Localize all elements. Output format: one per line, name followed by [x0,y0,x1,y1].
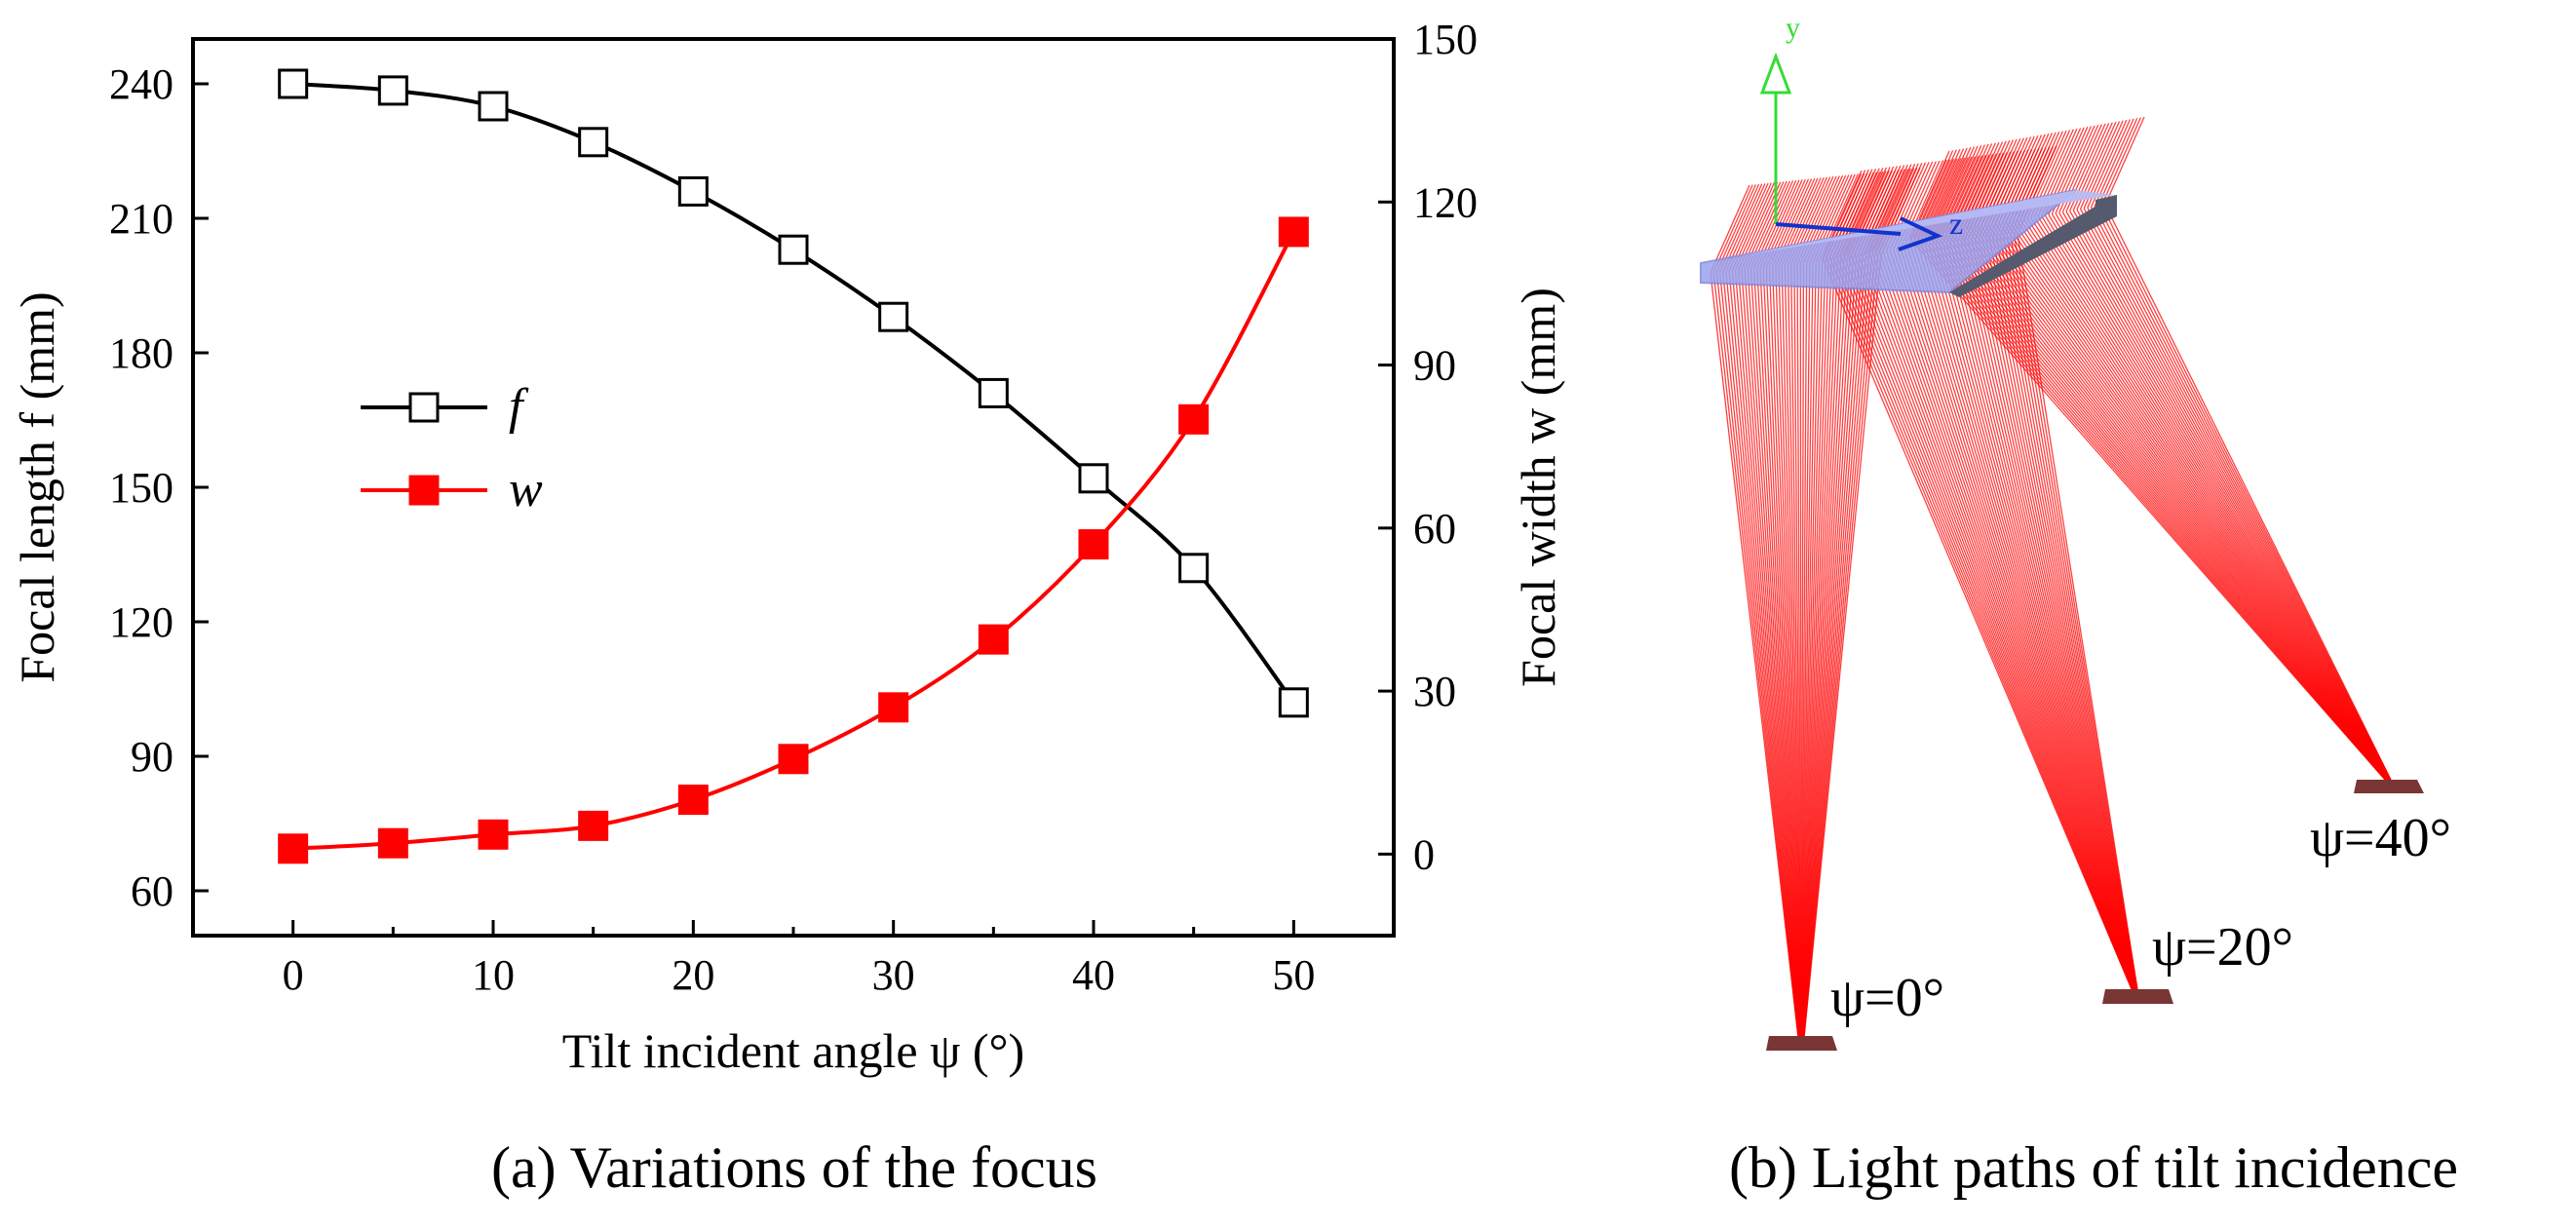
data-point-w [978,624,1009,655]
legend-label-w: w [509,462,543,518]
x-tick-label: 20 [672,951,714,999]
coordinate-axes: y z [1759,12,1963,251]
x-tick-label: 0 [283,951,304,999]
y-right-axis-ticks: 0 30 60 90 120 150 [1378,16,1478,878]
lens [1700,189,2117,297]
y-tick-label: 150 [109,464,173,512]
legend-marker-w [408,475,440,506]
receiver-40deg [2354,780,2424,793]
data-point-f [1278,687,1309,718]
y2-tick-label: 60 [1413,505,1456,553]
y-tick-label: 120 [109,598,173,646]
x-axis-ticks: 0 10 20 30 40 50 [283,920,1315,999]
y-tick-label: 210 [109,195,173,243]
light-path-illustration: y z ψ=0° ψ=20° ψ=40° (b) Light paths of … [1700,12,2458,1200]
z-axis-letter: z [1949,206,1963,241]
y2-tick-label: 30 [1413,668,1456,715]
y2-tick-label: 90 [1413,342,1456,390]
data-point-w [478,819,509,850]
y-tick-label: 90 [131,733,173,781]
x-axis-label: Tilt incident angle ψ (°) [562,1023,1024,1078]
data-point-f [478,91,509,122]
data-point-w [677,785,709,816]
x-tick-label: 40 [1072,951,1115,999]
data-point-f [578,127,609,158]
x-tick-label: 30 [872,951,915,999]
angle-label-0: ψ=0° [1830,968,1944,1028]
data-point-f [1078,463,1109,494]
legend-marker-f [408,392,440,423]
data-point-w [878,692,909,723]
data-point-w [778,744,809,775]
angle-label-20: ψ=20° [2152,917,2293,978]
data-point-f [677,175,709,207]
data-point-w [1078,529,1109,560]
receiver-20deg [2102,989,2173,1004]
data-point-f [878,301,909,332]
y-axis-letter: y [1786,12,1800,44]
legend: f w [361,379,543,518]
series-lines [292,82,1296,851]
y-tick-label: 240 [109,60,173,108]
data-point-w [1178,403,1210,435]
z-axis-arrow [1775,222,1902,236]
data-point-f [778,234,809,265]
y-tick-label: 60 [131,867,173,915]
angle-label-40: ψ=40° [2310,808,2451,868]
data-point-w [578,810,609,841]
series-line-f [292,82,1295,704]
series-markers [278,68,1309,864]
y-left-axis-label: Focal length f (mm) [10,291,64,682]
data-point-f [978,377,1009,408]
y-left-axis-ticks: 60 90 120 150 180 210 240 [109,60,209,915]
data-point-f [1178,553,1210,584]
data-point-w [377,827,408,859]
caption-a: (a) Variations of the focus [491,1135,1097,1200]
receiver-0deg [1766,1036,1837,1051]
light-rays [1710,116,2392,1039]
data-point-w [278,833,309,864]
legend-label-f: f [509,379,529,435]
x-tick-label: 10 [472,951,515,999]
data-point-f [278,68,309,99]
plot-frame [191,37,1396,938]
y-right-axis-label: Focal width w (mm) [1511,288,1565,687]
y2-tick-label: 0 [1413,830,1435,878]
caption-b: (b) Light paths of tilt incidence [1729,1135,2458,1200]
focus-chart: 0 10 20 30 40 50 60 90 120 150 180 210 240 0 30 60 90 1… [10,16,1565,1200]
data-point-f [377,75,408,106]
y2-tick-label: 120 [1413,178,1478,226]
x-tick-label: 50 [1272,951,1315,999]
series-line-w [292,230,1296,851]
y2-tick-label: 150 [1413,16,1478,63]
data-point-w [1278,216,1309,248]
y-tick-label: 180 [109,329,173,377]
